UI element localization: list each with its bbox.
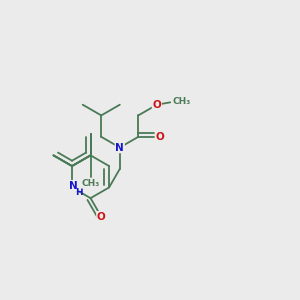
Text: O: O: [152, 100, 161, 110]
Text: O: O: [97, 212, 106, 222]
Text: CH₃: CH₃: [172, 97, 190, 106]
Text: N: N: [69, 181, 78, 191]
Text: O: O: [155, 132, 164, 142]
Text: H: H: [75, 188, 83, 197]
Text: CH₃: CH₃: [81, 179, 100, 188]
Text: N: N: [116, 142, 124, 152]
